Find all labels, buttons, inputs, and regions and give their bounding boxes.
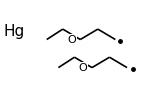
Text: Hg: Hg (4, 24, 25, 39)
Text: O: O (79, 63, 88, 73)
Text: O: O (67, 35, 76, 45)
